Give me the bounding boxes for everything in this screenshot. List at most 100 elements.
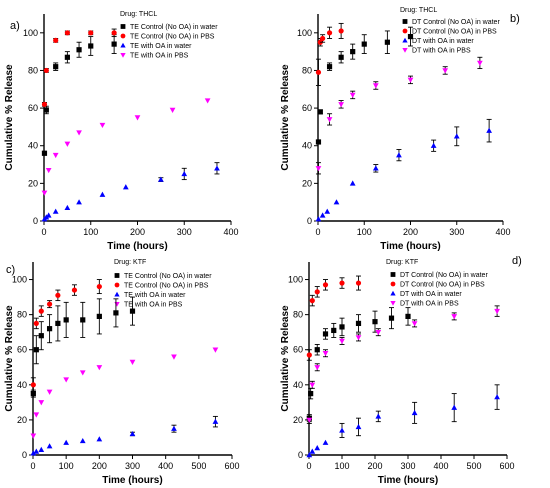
data-point	[355, 320, 362, 327]
data-series	[41, 34, 117, 156]
legend-marker	[402, 19, 408, 24]
y-tick-label: 0	[298, 450, 303, 460]
y-axis-title: Cumulative % Release	[280, 64, 291, 171]
x-tick-label: 100	[357, 227, 372, 237]
data-point	[33, 347, 39, 353]
data-point	[30, 450, 37, 456]
legend-marker	[390, 272, 396, 277]
data-point	[204, 98, 211, 104]
data-point	[88, 30, 94, 36]
y-tick-label: 80	[17, 310, 27, 320]
data-point	[171, 425, 177, 431]
data-point	[322, 351, 329, 357]
x-tick-label: 600	[499, 461, 514, 471]
legend-marker	[402, 28, 408, 34]
data-series	[315, 56, 483, 175]
data-point	[477, 60, 483, 66]
data-point	[315, 216, 322, 222]
data-point	[315, 166, 322, 172]
y-tick-label: 40	[28, 141, 38, 151]
data-point	[355, 423, 362, 430]
data-point	[453, 133, 460, 139]
x-tick-label: 400	[495, 227, 510, 237]
data-point	[52, 208, 59, 214]
data-series	[315, 118, 492, 222]
legend-label: TE with OA in water	[130, 43, 192, 50]
data-point	[314, 289, 320, 295]
y-tick-label: 0	[33, 216, 38, 226]
data-point	[355, 335, 362, 341]
data-point	[306, 417, 313, 423]
data-point	[309, 298, 315, 304]
y-tick-label: 20	[293, 415, 303, 425]
data-point	[333, 199, 340, 205]
data-point	[322, 282, 329, 288]
panel-label: d)	[512, 255, 522, 267]
legend-label: TE with OA in PBS	[130, 53, 189, 60]
x-axis-title: Time (hours)	[102, 475, 162, 486]
data-point	[45, 167, 52, 174]
data-point	[396, 152, 402, 158]
data-series	[30, 296, 136, 398]
data-point	[494, 308, 500, 315]
data-point	[80, 317, 86, 323]
data-series	[315, 26, 414, 145]
x-axis-title: Time (hours)	[380, 241, 440, 252]
legend-marker	[390, 300, 396, 306]
data-point	[451, 404, 458, 410]
data-point	[181, 170, 188, 177]
data-point	[64, 30, 70, 36]
data-point	[339, 324, 345, 330]
data-point	[111, 30, 117, 36]
panel-label: b)	[510, 13, 520, 25]
data-point	[349, 92, 356, 98]
legend-label: TE Control (No OA) in PBS	[124, 283, 209, 290]
data-point	[63, 377, 70, 383]
data-point	[407, 33, 414, 40]
data-point	[45, 212, 52, 218]
data-point	[96, 365, 103, 371]
data-point	[96, 313, 102, 319]
data-point	[372, 319, 378, 325]
legend-marker	[390, 290, 396, 296]
legend-label: DT with OA in water	[400, 291, 462, 298]
data-point	[71, 287, 78, 293]
data-point	[214, 165, 220, 171]
x-tick-label: 500	[466, 461, 481, 471]
data-point	[46, 443, 53, 449]
data-point	[64, 204, 71, 211]
legend-label: TE with OA in PBS	[124, 302, 183, 309]
data-series	[30, 347, 219, 439]
x-tick-label: 300	[177, 227, 192, 237]
y-tick-label: 80	[28, 65, 38, 75]
legend-label: TE Control (No OA) in water	[124, 273, 212, 280]
data-point	[407, 77, 414, 83]
data-point	[129, 430, 136, 437]
legend-marker	[114, 273, 120, 278]
data-point	[38, 446, 45, 452]
data-series	[41, 98, 211, 196]
data-point	[375, 413, 382, 419]
x-tick-label: 600	[224, 461, 239, 471]
x-tick-label: 100	[334, 461, 349, 471]
data-point	[30, 433, 37, 439]
data-point	[63, 439, 70, 445]
data-point	[41, 150, 48, 156]
data-point	[322, 439, 329, 445]
y-tick-label: 80	[293, 310, 303, 320]
legend-label: DT with OA in water	[412, 38, 474, 45]
x-tick-label: 300	[400, 461, 415, 471]
x-tick-label: 0	[315, 227, 320, 237]
y-axis-title: Cumulative % Release	[280, 305, 291, 412]
data-point	[99, 191, 106, 197]
data-point	[212, 347, 219, 353]
data-series	[41, 28, 117, 107]
y-tick-label: 40	[302, 141, 312, 151]
legend-marker	[120, 24, 126, 29]
data-point	[212, 418, 219, 424]
data-point	[494, 394, 500, 400]
data-series	[315, 22, 344, 86]
data-point	[324, 208, 331, 214]
legend-label: DT with OA in PBS	[412, 48, 471, 55]
legend-label: DT Control (No OA) in PBS	[412, 29, 497, 36]
